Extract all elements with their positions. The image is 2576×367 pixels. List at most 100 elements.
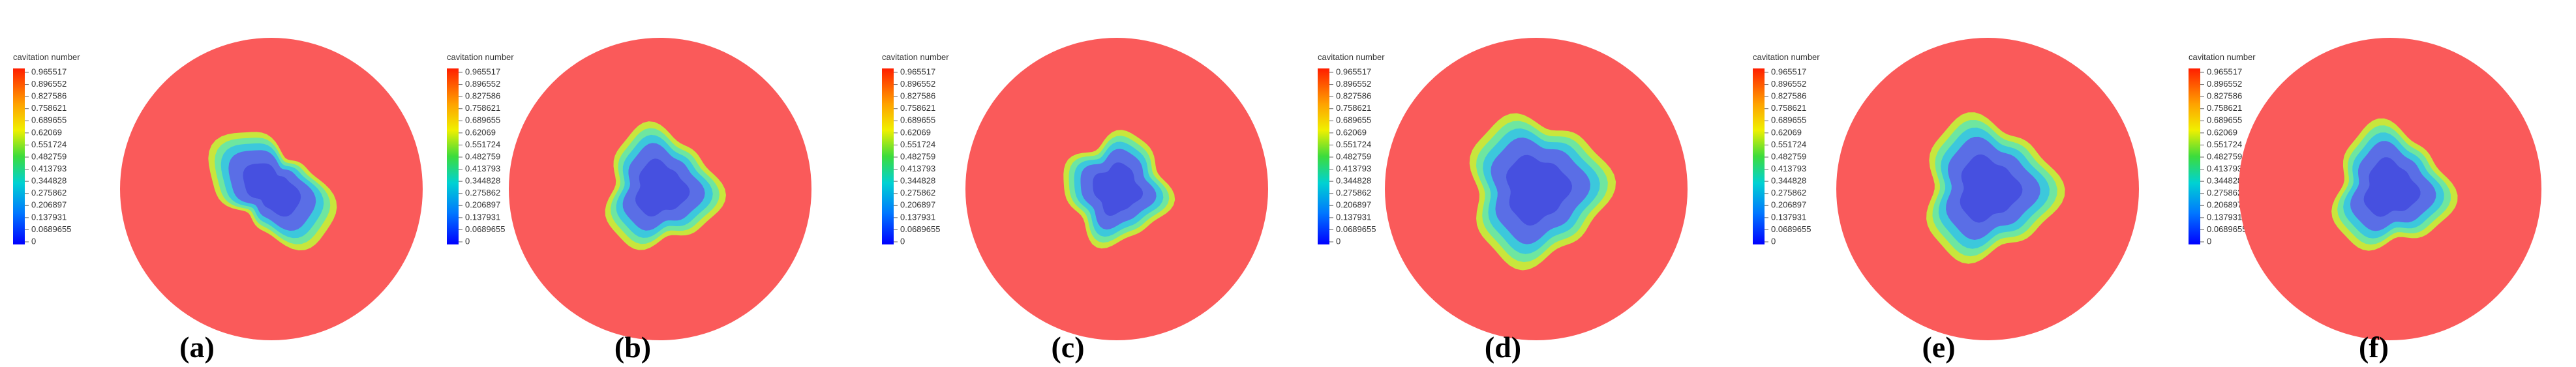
colorbar-tick-label: 0.344828: [1771, 176, 1806, 186]
colorbar-tick-label: 0.965517: [1771, 66, 1806, 76]
panel: cavitation number 0.965517 0.896552 0.82758…: [1318, 38, 1688, 364]
colorbar-tick-label: 0.0689655: [2207, 224, 2247, 234]
colorbar-tick-label: 0.551724: [465, 139, 500, 149]
colorbar-tick-label: 0.413793: [1336, 164, 1371, 173]
panel: cavitation number 0.965517 0.896552 0.82758…: [2189, 38, 2541, 364]
colorbar-title: cavitation number: [2189, 52, 2256, 62]
panel-label: (a): [179, 330, 215, 364]
colorbar-tick-label: 0.137931: [465, 212, 500, 222]
colorbar: [1753, 68, 1765, 244]
panel-label: (e): [1922, 330, 1955, 364]
colorbar-tick-label: 0.413793: [1771, 164, 1806, 173]
colorbar: [447, 68, 459, 244]
colorbar-tick-label: 0.206897: [465, 200, 500, 210]
panel: cavitation number 0.965517 0.896552 0.82758…: [1753, 38, 2139, 364]
colorbar-title: cavitation number: [1318, 52, 1385, 62]
cavity-contour: [635, 158, 690, 217]
colorbar-tick-label: 0.275862: [2207, 188, 2242, 198]
colorbar-tick-label: 0.689655: [465, 115, 500, 125]
panel-label: (d): [1485, 330, 1521, 364]
colorbar-tick-label: 0.137931: [900, 212, 935, 222]
colorbar-tick-label: 0.689655: [900, 115, 935, 125]
colorbar-tick-label: 0.551724: [31, 139, 67, 149]
colorbar-tick-label: 0: [1771, 236, 1776, 246]
colorbar-tick-label: 0: [1336, 236, 1341, 246]
colorbar-tick-label: 0.482759: [1771, 151, 1806, 161]
colorbar-tick-label: 0.965517: [465, 66, 500, 76]
colorbar-tick-label: 0.965517: [2207, 66, 2242, 76]
colorbar-tick-label: 0.62069: [1771, 127, 1802, 137]
colorbar-tick-label: 0.896552: [31, 79, 67, 89]
colorbar-tick-label: 0.482759: [465, 151, 500, 161]
colorbar-tick-label: 0.62069: [1336, 127, 1367, 137]
colorbar-tick-label: 0.827586: [900, 91, 935, 101]
colorbar-tick-label: 0.482759: [900, 151, 935, 161]
colorbar-tick-label: 0.896552: [465, 79, 500, 89]
colorbar-tick-label: 0.551724: [1336, 139, 1371, 149]
colorbar-tick-label: 0.0689655: [465, 224, 505, 234]
colorbar-tick-label: 0.137931: [31, 212, 67, 222]
colorbar-tick-label: 0.275862: [900, 188, 935, 198]
colorbar-tick-label: 0.689655: [1771, 115, 1806, 125]
colorbar-tick-label: 0.206897: [31, 200, 67, 210]
colorbar-tick-label: 0: [31, 236, 36, 246]
colorbar-tick-label: 0.413793: [31, 164, 67, 173]
colorbar-tick-label: 0.896552: [1771, 79, 1806, 89]
colorbar-tick-label: 0.482759: [1336, 151, 1371, 161]
colorbar-tick-label: 0.482759: [2207, 151, 2242, 161]
colorbar-tick-label: 0.758621: [465, 103, 500, 113]
colorbar-tick-label: 0.413793: [2207, 164, 2242, 173]
colorbar-tick-label: 0.689655: [31, 115, 67, 125]
cavity-contour: [1960, 154, 2023, 223]
colorbar-tick-label: 0.551724: [2207, 139, 2242, 149]
colorbar: [1318, 68, 1329, 244]
colorbar-tick-label: 0.758621: [1771, 103, 1806, 113]
colorbar-tick-label: 0.206897: [1771, 200, 1806, 210]
colorbar-tick-label: 0.62069: [465, 127, 496, 137]
colorbar-tick-label: 0.0689655: [31, 224, 71, 234]
colorbar-tick-label: 0.344828: [900, 176, 935, 186]
colorbar-tick-label: 0.0689655: [900, 224, 940, 234]
panel: cavitation number 0.965517 0.896552 0.82758…: [882, 38, 1268, 364]
colorbar-tick-label: 0.689655: [1336, 115, 1371, 125]
colorbar-tick-label: 0.275862: [465, 188, 500, 198]
colorbar-tick-label: 0.275862: [1336, 188, 1371, 198]
colorbar-tick-label: 0.206897: [900, 200, 935, 210]
colorbar-tick-label: 0.62069: [2207, 127, 2237, 137]
colorbar-tick-label: 0.413793: [900, 164, 935, 173]
cavity-contour: [1506, 154, 1572, 226]
colorbar-tick-label: 0.0689655: [1336, 224, 1376, 234]
colorbar-tick-label: 0.965517: [900, 66, 935, 76]
colorbar-tick-label: 0.965517: [1336, 66, 1371, 76]
colorbar-tick-label: 0.758621: [900, 103, 935, 113]
colorbar-tick-label: 0.206897: [2207, 200, 2242, 210]
colorbar-tick-label: 0.137931: [1771, 212, 1806, 222]
colorbar-tick-label: 0.758621: [1336, 103, 1371, 113]
colorbar-tick-label: 0.758621: [2207, 103, 2242, 113]
colorbar-tick-label: 0.965517: [31, 66, 67, 76]
colorbar-tick-label: 0.344828: [1336, 176, 1371, 186]
colorbar-tick-label: 0.344828: [2207, 176, 2242, 186]
colorbar-tick-label: 0.344828: [465, 176, 500, 186]
colorbar-tick-label: 0.689655: [2207, 115, 2242, 125]
colorbar-tick-label: 0.0689655: [1771, 224, 1811, 234]
colorbar-tick-label: 0.344828: [31, 176, 67, 186]
cavity-contour: [1093, 162, 1144, 216]
panel: cavitation number 0.965517 0.896552 0.82758…: [447, 38, 811, 364]
colorbar-tick-label: 0.827586: [465, 91, 500, 101]
cavity-contour: [243, 163, 301, 217]
colorbar-title: cavitation number: [1753, 52, 1820, 62]
colorbar-tick-label: 0.551724: [900, 139, 935, 149]
colorbar-tick-label: 0.827586: [1336, 91, 1371, 101]
colorbar-title: cavitation number: [882, 52, 949, 62]
colorbar: [882, 68, 894, 244]
colorbar-tick-label: 0.896552: [2207, 79, 2242, 89]
colorbar-title: cavitation number: [447, 52, 514, 62]
colorbar-tick-label: 0: [2207, 236, 2211, 246]
colorbar-tick-label: 0.551724: [1771, 139, 1806, 149]
panel-label: (f): [2359, 330, 2389, 364]
colorbar-tick-label: 0.137931: [1336, 212, 1371, 222]
colorbar-tick-label: 0.827586: [31, 91, 67, 101]
colorbar: [13, 68, 25, 244]
